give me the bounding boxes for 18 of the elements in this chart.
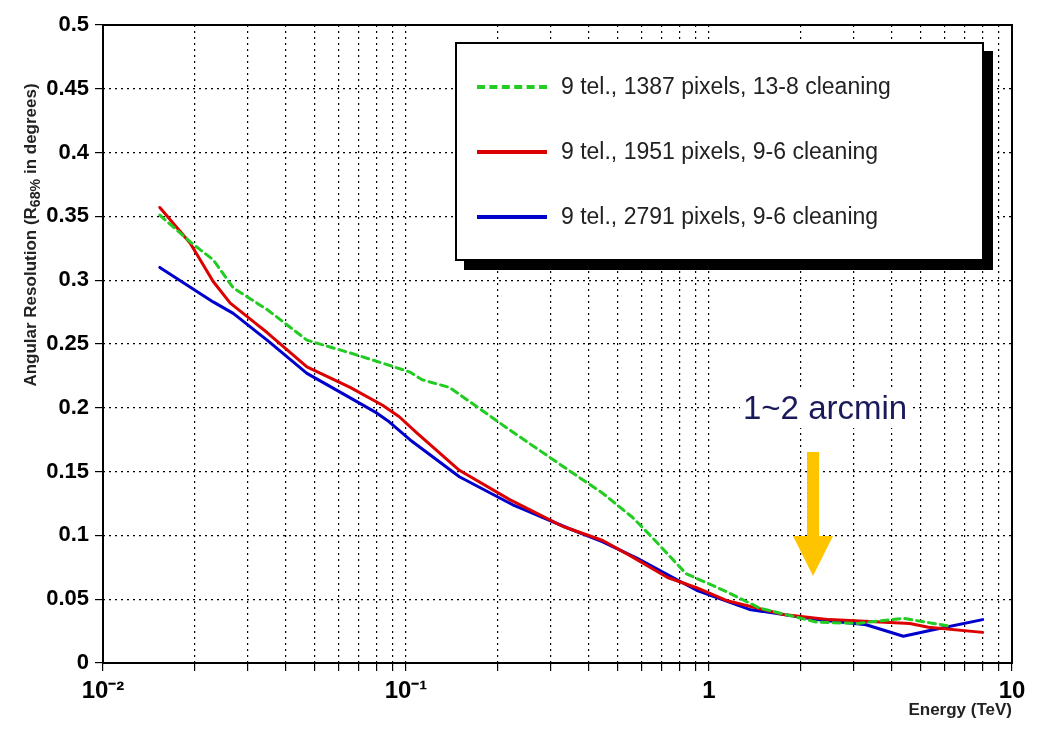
y-tick-label: 0.45	[46, 74, 89, 100]
legend-label: 9 tel., 1387 pixels, 13-8 cleaning	[561, 73, 891, 100]
y-tick-label: 0.15	[46, 457, 89, 483]
y-tick-label: 0.1	[58, 521, 89, 547]
y-tick-label: 0.3	[58, 266, 89, 292]
y-tick-label: 0.35	[46, 202, 89, 228]
y-tick-label: 0.2	[58, 393, 89, 419]
legend-label: 9 tel., 1951 pixels, 9-6 cleaning	[561, 138, 879, 165]
x-tick-label: 1	[702, 676, 716, 704]
annotation: 1~2 arcmin	[740, 388, 911, 428]
y-tick-label: 0.05	[46, 585, 89, 611]
y-tick-label: 0.25	[46, 330, 89, 356]
x-tick-label: 10⁻²	[81, 676, 125, 704]
y-tick-label: 0.4	[58, 138, 90, 164]
x-tick-label: 10⁻¹	[384, 676, 428, 704]
y-tick-label: 0.5	[58, 11, 89, 37]
legend-label: 9 tel., 2791 pixels, 9-6 cleaning	[561, 203, 879, 230]
y-tick-label: 0	[76, 649, 89, 675]
